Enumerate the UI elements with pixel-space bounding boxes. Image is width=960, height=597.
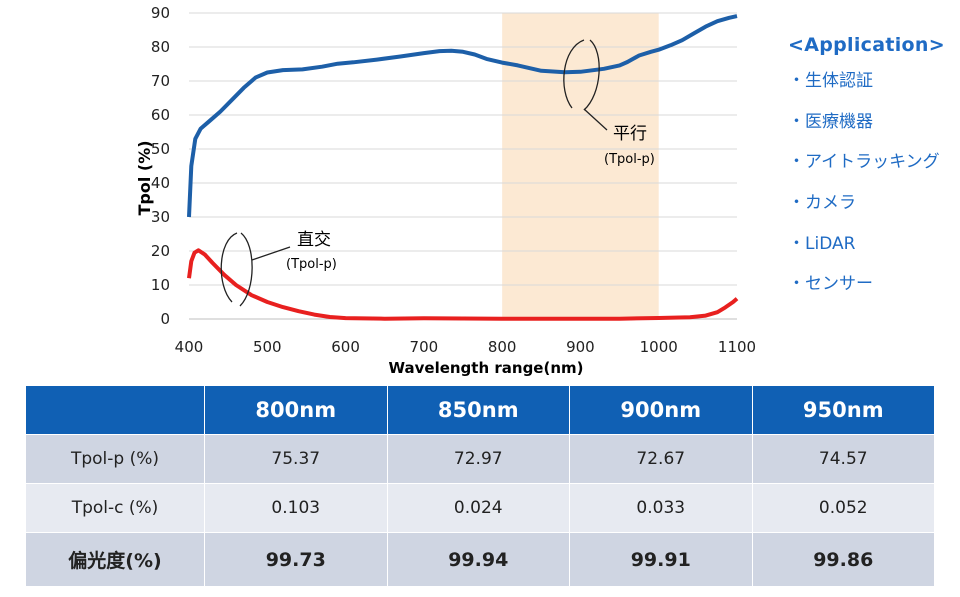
crossed-label: 直交 bbox=[297, 230, 331, 250]
y-tick-label: 0 bbox=[160, 310, 170, 328]
parallel-ellipse bbox=[563, 39, 585, 109]
table-cell: 74.57 bbox=[752, 435, 934, 483]
y-tick-label: 20 bbox=[151, 242, 170, 260]
y-axis-label: Tpol (%) bbox=[135, 140, 154, 215]
header-cell: 900nm bbox=[570, 386, 752, 434]
x-axis-label: Wavelength range(nm) bbox=[388, 359, 583, 377]
crossed-ellipse-right bbox=[239, 232, 253, 307]
header-cell bbox=[26, 386, 204, 434]
table-cell: 99.94 bbox=[387, 533, 569, 586]
gridlines bbox=[189, 12, 737, 320]
x-tick-label: 500 bbox=[253, 338, 282, 356]
x-tick-label: 400 bbox=[175, 338, 204, 356]
row-label: Tpol-p (%) bbox=[26, 435, 204, 483]
table-cell: 99.86 bbox=[752, 533, 934, 586]
spec-table: 800nm 850nm 900nm 950nm Tpol-p (%) 75.37… bbox=[25, 385, 935, 587]
table-cell: 0.024 bbox=[387, 484, 569, 532]
y-axis-ticks: 0 10 20 30 40 50 60 70 80 90 bbox=[151, 4, 170, 328]
table-cell: 72.97 bbox=[387, 435, 569, 483]
header-cell: 950nm bbox=[752, 386, 934, 434]
parallel-ellipse-right bbox=[583, 39, 600, 111]
series-line-tpol-c bbox=[187, 248, 739, 321]
table-cell: 0.052 bbox=[752, 484, 934, 532]
app-item: ・アイトラッキング bbox=[788, 152, 940, 173]
x-tick-label: 1100 bbox=[718, 338, 756, 356]
app-item: ・センサー bbox=[788, 274, 873, 295]
y-tick-label: 50 bbox=[151, 140, 170, 158]
table-cell: 0.033 bbox=[570, 484, 752, 532]
x-tick-label: 700 bbox=[410, 338, 439, 356]
table-cell: 99.91 bbox=[570, 533, 752, 586]
table-row: Tpol-c (%) 0.103 0.024 0.033 0.052 bbox=[26, 484, 934, 532]
x-tick-label: 800 bbox=[488, 338, 517, 356]
y-tick-label: 40 bbox=[151, 174, 170, 192]
table-cell: 75.37 bbox=[205, 435, 387, 483]
series-line-tpol-p bbox=[187, 14, 738, 218]
application-panel: <Application> ・生体認証 ・医療機器 ・アイトラッキング ・カメラ… bbox=[788, 34, 960, 312]
parallel-leader bbox=[583, 108, 608, 131]
crossed-leader bbox=[251, 246, 291, 261]
table-cell: 99.73 bbox=[205, 533, 387, 586]
y-tick-label: 10 bbox=[151, 276, 170, 294]
crossed-ellipse bbox=[220, 232, 238, 303]
table-header-row: 800nm 850nm 900nm 950nm bbox=[26, 386, 934, 434]
highlight-band bbox=[502, 13, 659, 319]
transmittance-chart: 400 500 600 700 800 900 1000 1100 0 10 20 30 40 50 60… bbox=[135, 4, 756, 377]
x-tick-label: 600 bbox=[331, 338, 360, 356]
crossed-sublabel: (Tpol-p) bbox=[286, 257, 337, 272]
y-tick-label: 70 bbox=[151, 72, 170, 90]
y-tick-label: 80 bbox=[151, 38, 170, 56]
y-tick-label: 60 bbox=[151, 106, 170, 124]
app-item: ・生体認証 bbox=[788, 71, 873, 91]
table-row: Tpol-p (%) 75.37 72.97 72.67 74.57 bbox=[26, 435, 934, 483]
table-row: 偏光度(%) 99.73 99.94 99.91 99.86 bbox=[26, 533, 934, 586]
app-item: ・医療機器 bbox=[788, 111, 873, 132]
parallel-sublabel: (Tpol-p) bbox=[604, 152, 655, 167]
x-axis-ticks: 400 500 600 700 800 900 1000 1100 bbox=[175, 338, 756, 356]
app-item: ・LiDAR bbox=[788, 233, 856, 254]
x-tick-label: 900 bbox=[566, 338, 595, 356]
header-cell: 850nm bbox=[387, 386, 569, 434]
table-cell: 72.67 bbox=[570, 435, 752, 483]
y-tick-label: 30 bbox=[151, 208, 170, 226]
header-cell: 800nm bbox=[205, 386, 387, 434]
row-label: 偏光度(%) bbox=[26, 533, 204, 586]
app-item: ・カメラ bbox=[788, 193, 856, 214]
application-title: <Application> bbox=[788, 34, 945, 56]
table-cell: 0.103 bbox=[205, 484, 387, 532]
parallel-label: 平行 bbox=[613, 124, 647, 144]
x-tick-label: 1000 bbox=[640, 338, 678, 356]
row-label: Tpol-c (%) bbox=[26, 484, 204, 532]
y-tick-label: 90 bbox=[151, 4, 170, 22]
